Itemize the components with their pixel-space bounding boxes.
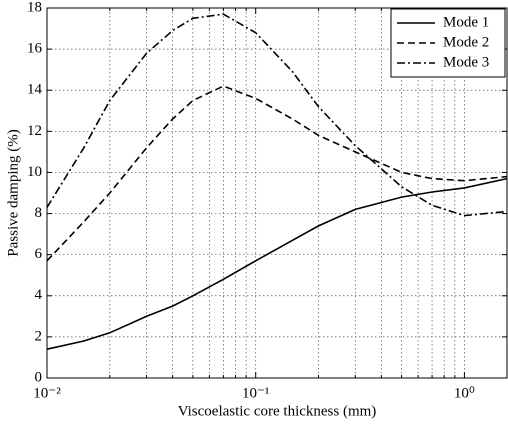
legend-label: Mode 2 — [443, 34, 489, 50]
y-tick-label: 16 — [27, 41, 43, 57]
x-tick-label: 10⁰ — [454, 385, 475, 401]
y-tick-label: 6 — [35, 246, 43, 262]
legend: Mode 1 Mode 2 Mode 3 — [390, 8, 506, 78]
x-tick-label: 10⁻² — [33, 385, 61, 401]
y-tick-label: 12 — [27, 123, 42, 139]
legend-label: Mode 1 — [443, 14, 489, 30]
y-tick-label: 0 — [35, 369, 43, 385]
x-tick-label: 10⁻¹ — [242, 385, 269, 401]
line-series — [46, 85, 508, 262]
y-tick-label: 14 — [27, 82, 43, 98]
line-series — [46, 177, 508, 350]
y-tick-label: 4 — [35, 287, 43, 303]
y-axis-label: Passive damping (%) — [5, 129, 21, 256]
plot-frame — [46, 7, 508, 379]
y-tick-label: 2 — [35, 328, 43, 344]
legend-label: Mode 3 — [443, 54, 489, 70]
x-axis-label: Viscoelastic core thickness (mm) — [178, 403, 377, 419]
y-tick-label: 10 — [27, 164, 42, 180]
y-tick-label: 8 — [35, 205, 43, 221]
line-series — [46, 13, 508, 217]
y-tick-label: 18 — [27, 0, 42, 15]
